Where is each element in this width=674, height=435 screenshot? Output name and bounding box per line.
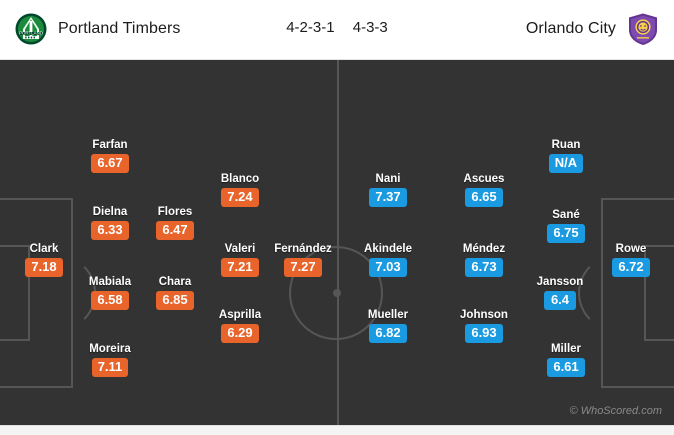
player-name: Mabiala — [88, 276, 132, 288]
player-name: Asprilla — [218, 309, 262, 321]
player-card[interactable]: Dielna 6.33 — [64, 205, 156, 240]
player-card[interactable]: Blanco 7.24 — [194, 172, 286, 207]
player-card[interactable]: Valeri 7.21 — [194, 242, 286, 277]
right-goal-area — [644, 245, 674, 341]
player-name: Miller — [550, 343, 582, 355]
player-card[interactable]: Flores 6.47 — [129, 205, 221, 240]
player-card[interactable]: Johnson 6.93 — [438, 308, 530, 343]
player-card[interactable]: Moreira 7.11 — [64, 342, 156, 377]
player-name: Nani — [375, 173, 401, 185]
player-card[interactable]: Ruan N/A — [520, 138, 612, 173]
left-goal-area — [0, 245, 30, 341]
player-rating-badge: 6.47 — [156, 221, 194, 240]
player-rating-badge: 6.58 — [91, 291, 129, 310]
home-formation: 4-2-3-1 — [286, 19, 335, 36]
player-name: Jansson — [536, 276, 584, 288]
player-card[interactable]: Rowe 6.72 — [585, 242, 674, 277]
player-card[interactable]: Sané 6.75 — [520, 208, 612, 243]
player-card[interactable]: Akindele 7.03 — [342, 242, 434, 277]
player-rating-badge: 6.65 — [465, 188, 503, 207]
player-name: Johnson — [460, 309, 508, 321]
center-circle — [289, 246, 383, 340]
player-name: Flores — [157, 206, 193, 218]
player-name: Clark — [29, 243, 59, 255]
player-rating-badge: 7.24 — [221, 188, 259, 207]
player-name: Rowe — [615, 243, 647, 255]
player-rating-badge: 6.93 — [465, 324, 503, 343]
home-team-name: Portland Timbers — [58, 20, 181, 37]
player-rating-badge: 7.18 — [25, 258, 63, 277]
player-card[interactable]: Chara 6.85 — [129, 275, 221, 310]
away-team-name: Orlando City — [525, 20, 616, 37]
player-card[interactable]: Mueller 6.82 — [342, 308, 434, 343]
player-card[interactable]: Mabiala 6.58 — [64, 275, 156, 310]
player-name: Chara — [158, 276, 192, 288]
away-team-block[interactable]: Orlando City — [526, 12, 660, 46]
player-rating-badge: 7.03 — [369, 258, 407, 277]
player-rating-badge: 7.11 — [91, 358, 129, 377]
player-card[interactable]: Méndez 6.73 — [438, 242, 530, 277]
player-rating-badge: 6.61 — [547, 358, 585, 377]
match-header: PORTLAND Portland Timbers 4-2-3-1 4-3-3 … — [0, 0, 674, 60]
pitch: Clark 7.18 Farfan 6.67 Dielna 6.33 Flores 6.47 M… — [0, 60, 674, 425]
player-rating-badge: 6.4 — [544, 291, 576, 310]
player-rating-badge: 6.75 — [547, 224, 585, 243]
player-name: Méndez — [462, 243, 506, 255]
player-rating-badge: 7.21 — [221, 258, 259, 277]
player-name: Sané — [552, 209, 580, 221]
center-spot — [333, 289, 341, 297]
player-name: Blanco — [220, 173, 260, 185]
formations-block: 4-2-3-1 4-3-3 — [0, 19, 674, 36]
player-rating-badge: 6.85 — [156, 291, 194, 310]
halfway-line — [337, 60, 339, 425]
player-rating-badge: 6.33 — [91, 221, 129, 240]
player-card[interactable]: Miller 6.61 — [520, 342, 612, 377]
home-team-block[interactable]: PORTLAND Portland Timbers — [14, 12, 181, 46]
player-name: Fernández — [274, 243, 332, 255]
player-card[interactable]: Nani 7.37 — [342, 172, 434, 207]
player-rating-badge: 6.67 — [91, 154, 129, 173]
player-rating-badge: 6.72 — [612, 258, 650, 277]
player-name: Farfan — [92, 139, 128, 151]
player-rating-badge: 7.27 — [284, 258, 322, 277]
player-name: Mueller — [367, 309, 409, 321]
player-card[interactable]: Farfan 6.67 — [64, 138, 156, 173]
player-card[interactable]: Clark 7.18 — [0, 242, 90, 277]
player-rating-badge: 6.29 — [221, 324, 259, 343]
player-name: Moreira — [89, 343, 131, 355]
whoscored-watermark: © WhoScored.com — [569, 405, 662, 417]
player-card[interactable]: Asprilla 6.29 — [194, 308, 286, 343]
player-card[interactable]: Jansson 6.4 — [514, 275, 606, 310]
player-name: Valeri — [224, 243, 256, 255]
player-rating-badge: 6.73 — [465, 258, 503, 277]
player-rating-badge: N/A — [548, 154, 584, 173]
player-name: Ruan — [551, 139, 581, 151]
bottom-strip — [0, 425, 674, 435]
portland-timbers-crest-icon: PORTLAND — [14, 12, 48, 46]
away-formation: 4-3-3 — [352, 19, 388, 36]
svg-text:PORTLAND: PORTLAND — [19, 31, 43, 36]
orlando-city-crest-icon — [626, 12, 660, 46]
player-name: Akindele — [364, 243, 412, 255]
player-name: Ascues — [463, 173, 505, 185]
player-card[interactable]: Ascues 6.65 — [438, 172, 530, 207]
player-card[interactable]: Fernández 7.27 — [257, 242, 349, 277]
player-rating-badge: 7.37 — [369, 188, 407, 207]
right-penalty-arc — [578, 255, 624, 331]
player-rating-badge: 6.82 — [369, 324, 407, 343]
player-name: Dielna — [92, 206, 128, 218]
